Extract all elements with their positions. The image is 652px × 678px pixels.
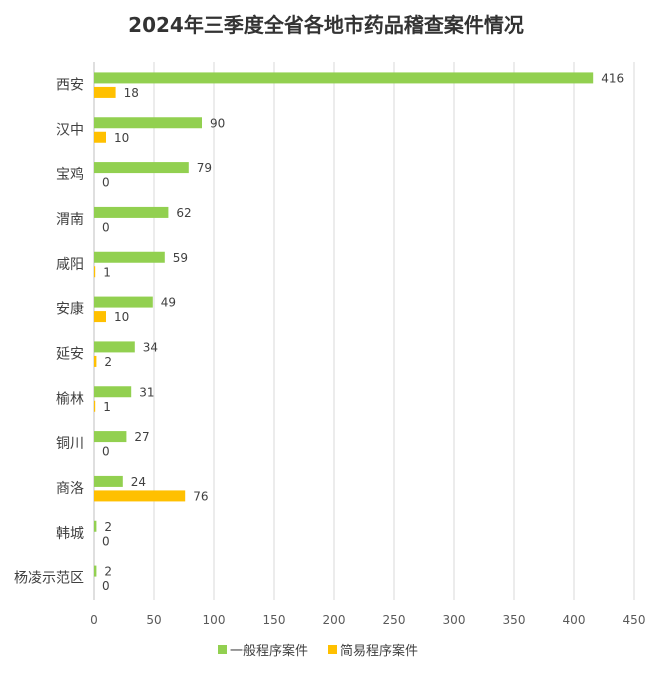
x-tick-label: 50 xyxy=(146,613,161,627)
data-label: 34 xyxy=(143,340,158,354)
data-label: 0 xyxy=(102,579,110,593)
data-label: 1 xyxy=(103,400,111,414)
category-label: 杨凌示范区 xyxy=(14,570,84,587)
x-tick-label: 100 xyxy=(203,613,226,627)
category-label: 汉中 xyxy=(56,122,84,138)
data-label: 0 xyxy=(102,176,110,190)
data-label: 79 xyxy=(197,161,212,175)
bar xyxy=(94,341,135,353)
bar xyxy=(94,251,165,263)
category-label: 榆林 xyxy=(56,391,84,407)
data-label: 10 xyxy=(114,131,129,145)
x-tick-label: 200 xyxy=(323,613,346,627)
bar xyxy=(94,266,96,278)
bar xyxy=(94,72,594,84)
bar xyxy=(94,431,127,443)
legend-swatch xyxy=(218,645,227,654)
category-label: 宝鸡 xyxy=(56,166,84,183)
data-label: 10 xyxy=(114,310,129,324)
bar xyxy=(94,162,189,174)
data-label: 27 xyxy=(134,430,149,444)
data-label: 0 xyxy=(102,220,110,234)
category-label: 西安 xyxy=(56,77,84,93)
category-label: 咸阳 xyxy=(56,257,84,273)
data-label: 49 xyxy=(161,296,176,310)
x-tick-label: 350 xyxy=(503,613,526,627)
bar xyxy=(94,296,153,308)
category-label: 延安 xyxy=(56,346,84,362)
data-label: 0 xyxy=(102,445,110,459)
bar xyxy=(94,386,132,398)
data-label: 18 xyxy=(124,86,139,100)
bar xyxy=(94,86,116,98)
bar xyxy=(94,117,202,129)
category-label: 铜川 xyxy=(56,436,84,452)
legend-swatch xyxy=(328,645,337,654)
data-label: 1 xyxy=(103,265,111,279)
bar xyxy=(94,206,169,218)
data-label: 2 xyxy=(104,355,112,369)
data-label: 0 xyxy=(102,534,110,548)
data-label: 2 xyxy=(104,565,112,579)
bar xyxy=(94,400,96,412)
data-label: 76 xyxy=(193,489,208,503)
x-tick-label: 150 xyxy=(263,613,286,627)
bar xyxy=(94,355,97,367)
x-tick-label: 250 xyxy=(383,613,406,627)
category-label: 渭南 xyxy=(56,212,84,228)
data-label: 31 xyxy=(139,385,154,399)
bar xyxy=(94,520,97,532)
chart-title: 2024年三季度全省各地市药品稽查案件情况 xyxy=(128,13,524,37)
x-tick-label: 400 xyxy=(563,613,586,627)
data-label: 90 xyxy=(210,116,225,130)
bar xyxy=(94,565,97,577)
data-label: 416 xyxy=(601,71,624,85)
legend-label: 一般程序案件 xyxy=(230,643,308,659)
data-label: 62 xyxy=(176,206,191,220)
bar xyxy=(94,475,123,487)
category-label: 安康 xyxy=(56,301,84,318)
data-label: 24 xyxy=(131,475,146,489)
bar xyxy=(94,131,106,143)
data-label: 59 xyxy=(173,251,188,265)
category-label: 韩城 xyxy=(56,526,84,542)
category-label: 商洛 xyxy=(56,481,84,497)
data-label: 2 xyxy=(104,520,112,534)
bar xyxy=(94,490,186,502)
x-tick-label: 300 xyxy=(443,613,466,627)
bar xyxy=(94,311,106,323)
legend-label: 简易程序案件 xyxy=(340,643,418,659)
x-tick-label: 0 xyxy=(90,613,98,627)
x-tick-label: 450 xyxy=(623,613,646,627)
